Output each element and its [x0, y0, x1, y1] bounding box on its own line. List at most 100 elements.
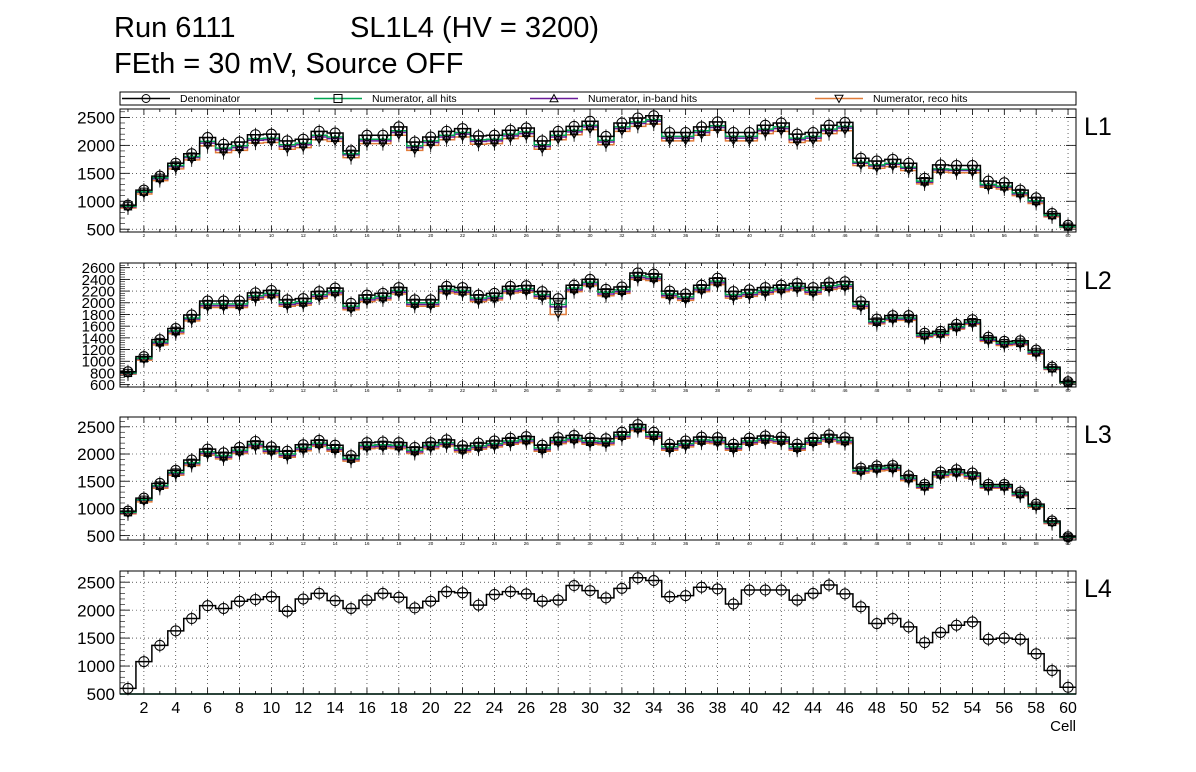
data-point: [680, 126, 692, 138]
data-point: [377, 129, 389, 141]
data-point: [218, 138, 230, 150]
run-title: Run 6111: [114, 12, 236, 44]
data-point: [951, 159, 962, 171]
x-tick-label: 22: [460, 233, 466, 238]
x-tick-label: 52: [938, 541, 944, 546]
data-point: [154, 639, 166, 651]
x-tick-label: 18: [390, 700, 408, 717]
x-tick-label: 44: [811, 233, 817, 238]
y-tick-label: 1400: [82, 330, 115, 347]
data-point: [138, 656, 150, 668]
data-point: [935, 159, 947, 171]
data-point: [855, 152, 867, 164]
data-point: [935, 627, 947, 638]
y-tick-label: 1500: [77, 472, 115, 491]
series-denominator: [120, 108, 1076, 233]
x-tick-label: 36: [683, 388, 689, 393]
data-point: [265, 591, 277, 603]
data-point: [616, 281, 628, 293]
legend-label: Numerator, in-band hits: [588, 93, 697, 105]
legend-marker: [141, 94, 151, 103]
data-point: [281, 605, 293, 617]
data-point: [234, 136, 245, 148]
data-point: [441, 280, 453, 292]
data-point: [727, 438, 739, 450]
data-point: [249, 129, 261, 141]
x-tick-label: 12: [301, 541, 307, 546]
data-point: [218, 447, 230, 459]
x-tick-label: 16: [364, 541, 370, 546]
data-point: [998, 177, 1010, 189]
x-tick-label: 14: [333, 541, 339, 546]
data-point: [1030, 498, 1042, 510]
data-point: [680, 288, 692, 300]
data-point: [696, 431, 708, 443]
data-point: [600, 283, 612, 295]
legend-marker: [834, 94, 844, 104]
data-point: [138, 184, 150, 196]
data-point: [313, 125, 325, 137]
data-point: [568, 430, 580, 442]
data-point: [998, 335, 1010, 347]
data-point: [727, 126, 739, 138]
y-tick-label: 1600: [82, 319, 115, 336]
x-tick-label: 10: [269, 388, 275, 393]
x-tick-label: 42: [779, 541, 785, 546]
data-point: [202, 132, 214, 144]
x-tick-label: 42: [772, 700, 790, 717]
conditions-title: FEth = 30 mV, Source OFF: [114, 48, 464, 80]
data-point: [265, 284, 277, 296]
data-point: [743, 432, 755, 444]
data-point: [186, 454, 198, 466]
x-tick-label: 24: [486, 700, 504, 717]
y-tick-label: 1500: [77, 164, 115, 183]
data-point: [536, 595, 548, 607]
y-tick-label: 2600: [82, 260, 115, 277]
series-line: [120, 423, 1076, 538]
x-tick-label: 56: [1002, 541, 1008, 546]
x-tick-label: 30: [581, 700, 599, 717]
data-point: [393, 437, 405, 449]
data-point: [807, 282, 819, 294]
data-point: [441, 434, 453, 446]
data-point: [791, 594, 803, 606]
data-point: [887, 613, 899, 625]
data-point: [504, 124, 516, 136]
x-tick-label: 52: [932, 700, 950, 717]
data-point: [122, 366, 134, 378]
legend-marker: [549, 93, 559, 103]
data-point: [202, 295, 214, 307]
x-tick-label: 54: [970, 233, 976, 238]
data-point: [202, 443, 214, 455]
x-tick-label: 32: [619, 233, 625, 238]
data-point: [329, 127, 341, 139]
data-point: [664, 591, 676, 603]
x-tick-label: 6: [206, 233, 209, 238]
x-tick-label: 22: [454, 700, 472, 717]
data-point: [568, 580, 580, 592]
data-point: [775, 279, 787, 291]
data-point: [377, 587, 389, 599]
data-point: [855, 601, 867, 613]
plot-frame: [119, 108, 1077, 233]
x-tick-label: 18: [396, 233, 402, 238]
panel-label: L4: [1084, 575, 1112, 603]
data-point: [441, 586, 453, 598]
x-tick-label: 38: [709, 700, 727, 717]
x-tick-label: 14: [333, 388, 339, 393]
data-point: [664, 285, 676, 297]
data-point: [170, 157, 182, 169]
legend-item: Numerator, all hits: [314, 93, 457, 105]
data-point: [154, 334, 166, 346]
x-tick-label: 16: [364, 388, 370, 393]
x-tick-label: 50: [906, 233, 912, 238]
data-point: [887, 310, 899, 322]
data-point: [520, 280, 532, 292]
data-point: [823, 119, 835, 131]
x-tick-label: 44: [804, 700, 822, 717]
x-tick-label: 38: [715, 541, 721, 546]
data-point: [759, 119, 771, 131]
data-point: [791, 277, 803, 289]
y-tick-label: 1200: [82, 342, 115, 359]
x-tick-label: 56: [1002, 233, 1008, 238]
